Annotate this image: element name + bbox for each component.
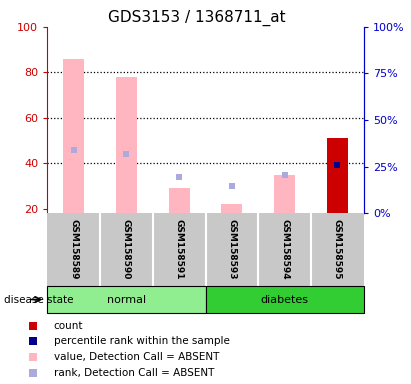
Text: rank, Detection Call = ABSENT: rank, Detection Call = ABSENT (54, 368, 214, 378)
Bar (206, 286, 364, 313)
Bar (274, 174, 295, 213)
Text: disease state: disease state (4, 295, 74, 305)
Text: normal: normal (107, 295, 146, 305)
Text: percentile rank within the sample: percentile rank within the sample (54, 336, 230, 346)
Text: diabetes: diabetes (261, 295, 309, 305)
Bar (116, 77, 137, 213)
Text: count: count (54, 321, 83, 331)
Bar (222, 204, 242, 213)
Bar (63, 59, 84, 213)
Bar (47, 286, 206, 313)
Bar (327, 138, 348, 213)
Text: GSM158590: GSM158590 (122, 219, 131, 279)
Text: GDS3153 / 1368711_at: GDS3153 / 1368711_at (109, 10, 286, 26)
Text: GSM158593: GSM158593 (227, 219, 236, 280)
Bar (169, 188, 190, 213)
Text: GSM158589: GSM158589 (69, 219, 78, 280)
Text: GSM158595: GSM158595 (333, 219, 342, 280)
Text: GSM158591: GSM158591 (175, 219, 184, 280)
Text: value, Detection Call = ABSENT: value, Detection Call = ABSENT (54, 352, 219, 362)
Text: GSM158594: GSM158594 (280, 219, 289, 280)
